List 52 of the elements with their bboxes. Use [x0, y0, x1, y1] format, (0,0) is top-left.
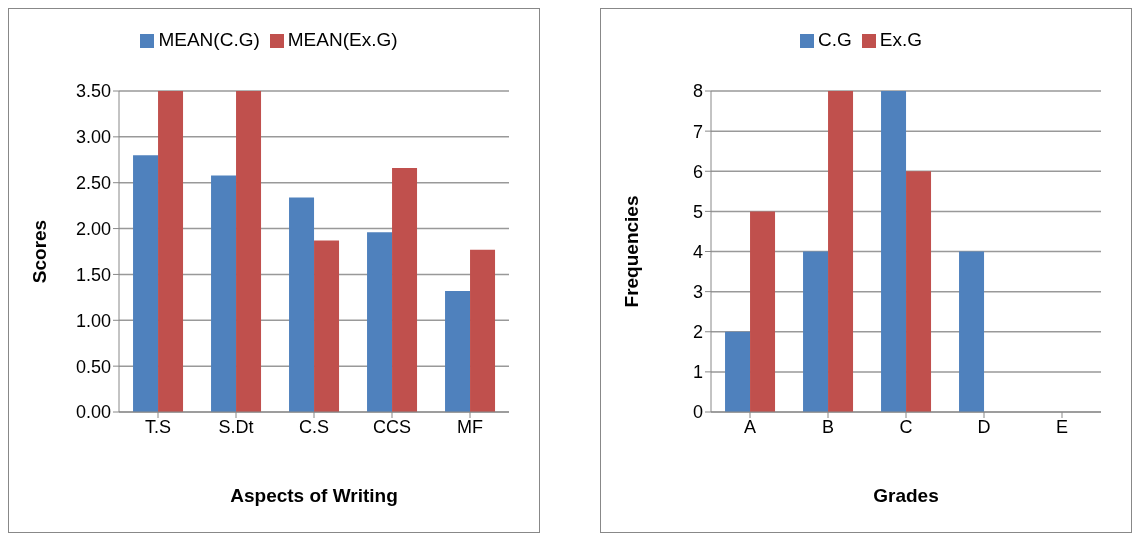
- x-tick-label: E: [1055, 416, 1069, 437]
- x-tick-label: T.S: [144, 416, 172, 437]
- x-tick-label: A: [743, 416, 757, 437]
- bar: [314, 240, 340, 412]
- y-tick-label: 1.00: [75, 310, 111, 331]
- y-tick-label: 7: [692, 121, 703, 142]
- x-axis-title: Aspects of Writing: [230, 485, 398, 506]
- y-axis-title: Frequencies: [620, 195, 642, 308]
- legend-label: MEAN(Ex.G): [287, 29, 398, 50]
- y-tick-label: 0.00: [75, 402, 111, 423]
- y-tick-label: 3.00: [75, 127, 111, 148]
- x-tick-label: C.S: [298, 416, 330, 437]
- legend-label: C.G: [817, 29, 852, 50]
- x-tick-label: D: [977, 416, 991, 437]
- bar: [289, 197, 315, 412]
- bar: [959, 251, 985, 412]
- y-tick-label: 0.50: [75, 356, 111, 377]
- bar: [906, 171, 932, 412]
- y-axis-title: Scores: [28, 219, 50, 284]
- x-tick-label: S.Dt: [218, 416, 254, 437]
- legend-label: MEAN(C.G): [158, 29, 260, 50]
- y-tick-label: 8: [692, 81, 703, 102]
- bar: [133, 155, 159, 412]
- y-tick-label: 3.50: [75, 81, 111, 102]
- bar: [750, 211, 776, 412]
- bar: [367, 232, 393, 412]
- y-tick-label: 6: [692, 161, 703, 182]
- y-tick-label: 2.00: [75, 218, 111, 239]
- y-tick-label: 1: [692, 362, 703, 383]
- bar: [211, 175, 237, 412]
- legend-label: Ex.G: [879, 29, 922, 50]
- y-tick-label: 2.50: [75, 173, 111, 194]
- x-tick-label: C: [899, 416, 913, 437]
- x-tick-label: B: [821, 416, 835, 437]
- bar: [158, 91, 184, 412]
- bar: [470, 249, 496, 412]
- bar: [725, 331, 751, 412]
- bar: [881, 91, 907, 412]
- x-tick-label: CCS: [372, 416, 412, 437]
- y-tick-label: 2: [692, 322, 703, 343]
- y-tick-label: 3: [692, 282, 703, 303]
- x-axis-title: Grades: [873, 485, 939, 506]
- y-tick-label: 4: [692, 241, 703, 262]
- y-tick-label: 0: [692, 402, 703, 423]
- bar: [803, 251, 829, 412]
- bar: [828, 91, 854, 412]
- y-tick-label: 5: [692, 201, 703, 222]
- bar: [236, 91, 262, 412]
- bar: [445, 290, 471, 412]
- bar: [392, 168, 418, 412]
- y-tick-label: 1.50: [75, 264, 111, 285]
- x-tick-label: MF: [457, 416, 483, 437]
